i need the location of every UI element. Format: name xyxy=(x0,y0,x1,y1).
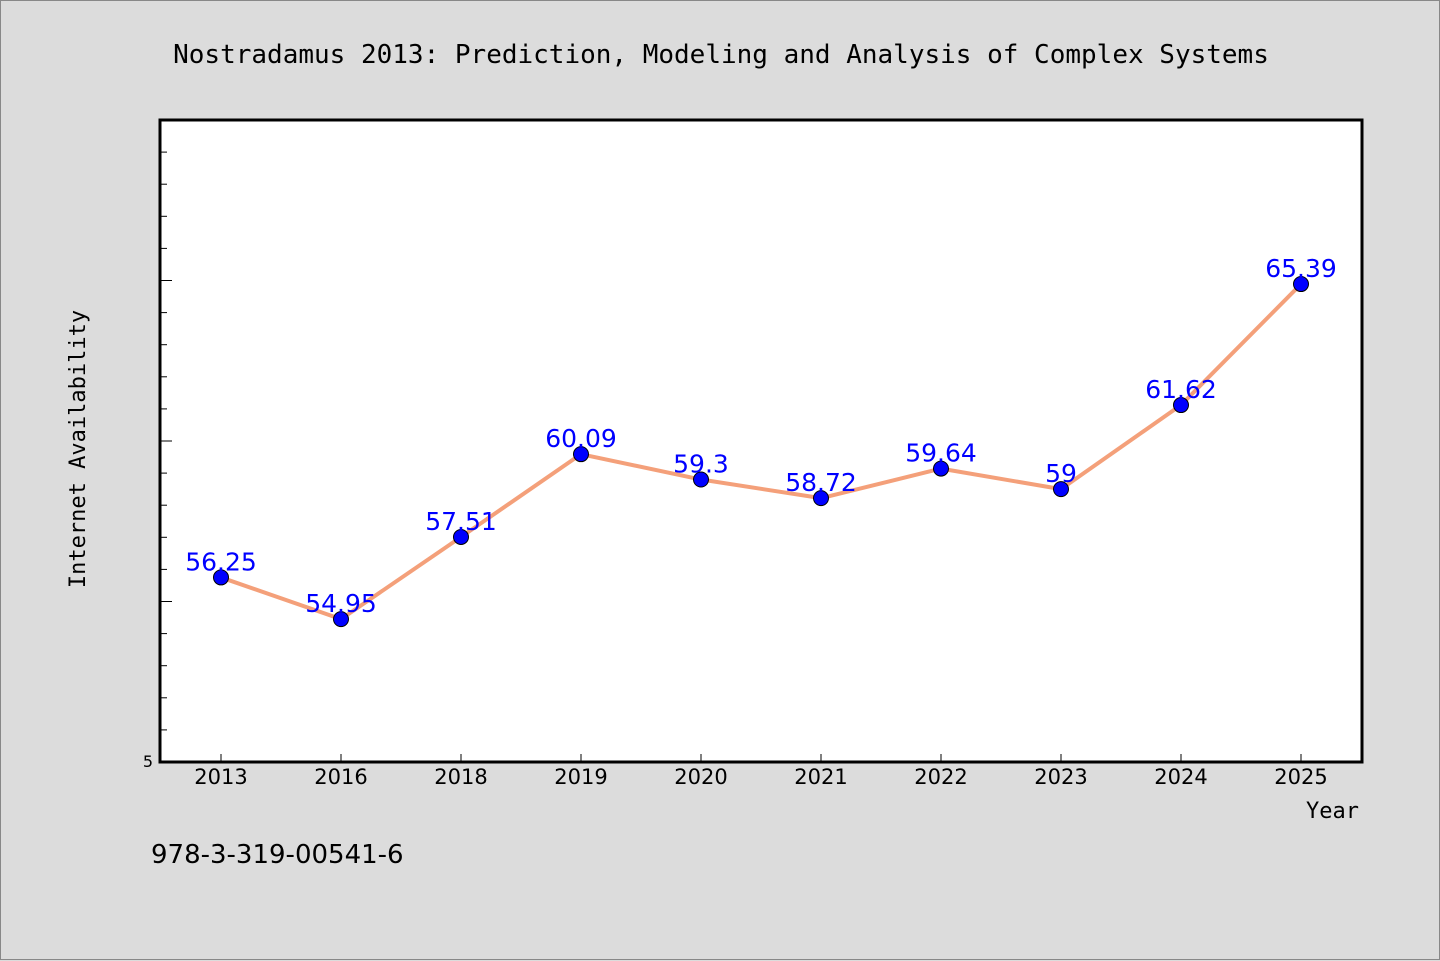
x-tick-label: 2013 xyxy=(194,765,247,789)
plot-area xyxy=(158,118,1364,764)
x-tick-label: 2024 xyxy=(1154,765,1207,789)
x-tick-label: 2019 xyxy=(554,765,607,789)
x-tick-label: 2020 xyxy=(674,765,727,789)
data-label: 59.3 xyxy=(673,450,729,479)
data-label: 54.95 xyxy=(305,589,377,618)
data-label: 58.72 xyxy=(785,468,857,497)
data-point xyxy=(213,569,229,586)
x-tick-label: 2025 xyxy=(1274,765,1327,789)
x-axis-label: Year xyxy=(1306,799,1359,824)
data-point xyxy=(1293,276,1309,293)
series-group: 56.25 54.95 57.51 60.09 59.3 58.72 59.64 59 61.6… xyxy=(185,254,1337,628)
y-tick-label: 5 xyxy=(143,752,153,771)
series-line xyxy=(220,282,1303,622)
data-label: 61.62 xyxy=(1145,375,1217,404)
data-point xyxy=(1053,481,1069,498)
x-tick-label: 2022 xyxy=(914,765,967,789)
x-tick-label: 2021 xyxy=(794,765,847,789)
data-point xyxy=(933,460,949,477)
chart-title: Nostradamus 2013: Prediction, Modeling a… xyxy=(173,40,1269,70)
x-tick-label: 2016 xyxy=(314,765,367,789)
data-point xyxy=(1173,397,1189,414)
data-label: 60.09 xyxy=(545,424,617,453)
data-point xyxy=(453,528,469,545)
data-label: 59.64 xyxy=(905,439,977,468)
data-label: 57.51 xyxy=(425,507,497,536)
y-axis-label: Internet Availability xyxy=(66,310,91,588)
data-label: 65.39 xyxy=(1265,254,1337,283)
x-tick-label: 2023 xyxy=(1034,765,1087,789)
data-point xyxy=(573,446,589,463)
isbn-label: 978-3-319-00541-6 xyxy=(151,840,404,870)
data-label: 56.25 xyxy=(185,547,257,576)
x-ticks: 2013 2016 2018 2019 2020 2021 2022 2023 2024 2025 xyxy=(194,754,1328,789)
x-tick-label: 2018 xyxy=(434,765,487,789)
y-ticks xyxy=(160,151,172,731)
data-point xyxy=(813,490,829,507)
data-point xyxy=(693,471,709,488)
data-label: 59 xyxy=(1045,459,1077,488)
data-point xyxy=(333,611,349,628)
